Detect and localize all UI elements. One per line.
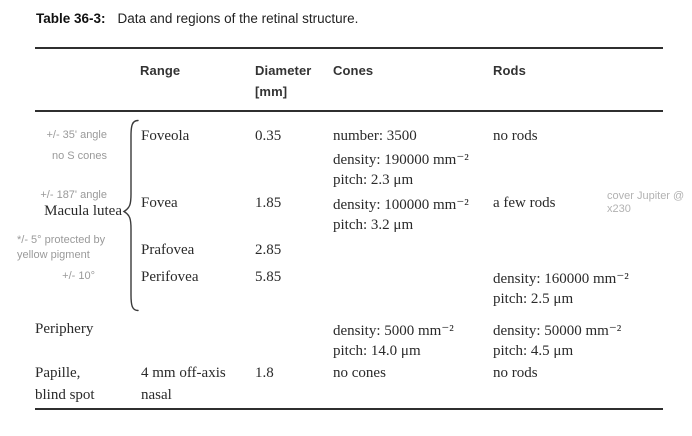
cell-rods-line: pitch: 2.5 μm bbox=[493, 291, 574, 307]
cell-range: Perifovea bbox=[141, 269, 199, 285]
macula-brace-icon bbox=[122, 119, 139, 312]
annotation-angle-187: +/- 187' angle bbox=[40, 189, 107, 201]
annotation-angle-10: +/- 10° bbox=[62, 270, 95, 282]
cell-rods-line: pitch: 4.5 μm bbox=[493, 343, 574, 359]
cell-rods-line: density: 50000 mm⁻² bbox=[493, 323, 622, 339]
margin-note-line1: cover Jupiter @ bbox=[607, 190, 685, 202]
col-header-cones: Cones bbox=[333, 63, 374, 78]
col-header-rods: Rods bbox=[493, 63, 526, 78]
cell-range: Foveola bbox=[141, 128, 190, 144]
cell-range: 4 mm off-axis bbox=[141, 365, 226, 381]
cell-rods-line: a few rods bbox=[493, 195, 556, 211]
cell-rods-line: density: 160000 mm⁻² bbox=[493, 271, 629, 287]
cell-cones-line: no cones bbox=[333, 365, 386, 381]
cell-diameter: 5.85 bbox=[255, 269, 282, 285]
cell-cones-line: density: 5000 mm⁻² bbox=[333, 323, 454, 339]
table-caption-text: Data and regions of the retinal structur… bbox=[117, 11, 359, 26]
table-number: Table 36-3: bbox=[36, 11, 106, 26]
cell-cones-line: density: 190000 mm⁻² bbox=[333, 152, 469, 168]
col-header-range: Range bbox=[140, 63, 181, 78]
table-caption: Table 36-3: Data and regions of the retin… bbox=[36, 10, 358, 28]
cell-region: blind spot bbox=[35, 387, 95, 403]
margin-note-line2: x230 bbox=[607, 203, 631, 215]
col-header-diameter-unit: [mm] bbox=[255, 84, 288, 99]
cell-rods-line: no rods bbox=[493, 128, 538, 144]
annotation-macula-lutea: Macula lutea bbox=[44, 203, 122, 219]
cell-cones-line: number: 3500 bbox=[333, 128, 417, 144]
col-header-diameter: Diameter bbox=[255, 63, 312, 78]
cell-cones-line: pitch: 14.0 μm bbox=[333, 343, 421, 359]
cell-range: Prafovea bbox=[141, 242, 195, 258]
annotation-angle-35: +/- 35' angle bbox=[46, 129, 107, 141]
cell-range: Fovea bbox=[141, 195, 178, 211]
cell-region: Periphery bbox=[35, 321, 94, 337]
annotation-protected-2: yellow pigment bbox=[17, 249, 90, 261]
rule-bottom bbox=[35, 408, 663, 410]
cell-diameter: 1.85 bbox=[255, 195, 282, 211]
cell-cones-line: pitch: 3.2 μm bbox=[333, 217, 414, 233]
cell-diameter: 0.35 bbox=[255, 128, 282, 144]
rule-header bbox=[35, 110, 663, 112]
cell-diameter: 1.8 bbox=[255, 365, 274, 381]
cell-diameter: 2.85 bbox=[255, 242, 282, 258]
cell-region: Papille, bbox=[35, 365, 81, 381]
annotation-protected-1: */- 5° protected by bbox=[17, 234, 106, 246]
cell-cones-line: density: 100000 mm⁻² bbox=[333, 197, 469, 213]
cell-cones-line: pitch: 2.3 μm bbox=[333, 172, 414, 188]
annotation-no-s-cones: no S cones bbox=[51, 150, 107, 162]
cell-rods-line: no rods bbox=[493, 365, 538, 381]
rule-top bbox=[35, 47, 663, 49]
cell-range: nasal bbox=[141, 387, 172, 403]
